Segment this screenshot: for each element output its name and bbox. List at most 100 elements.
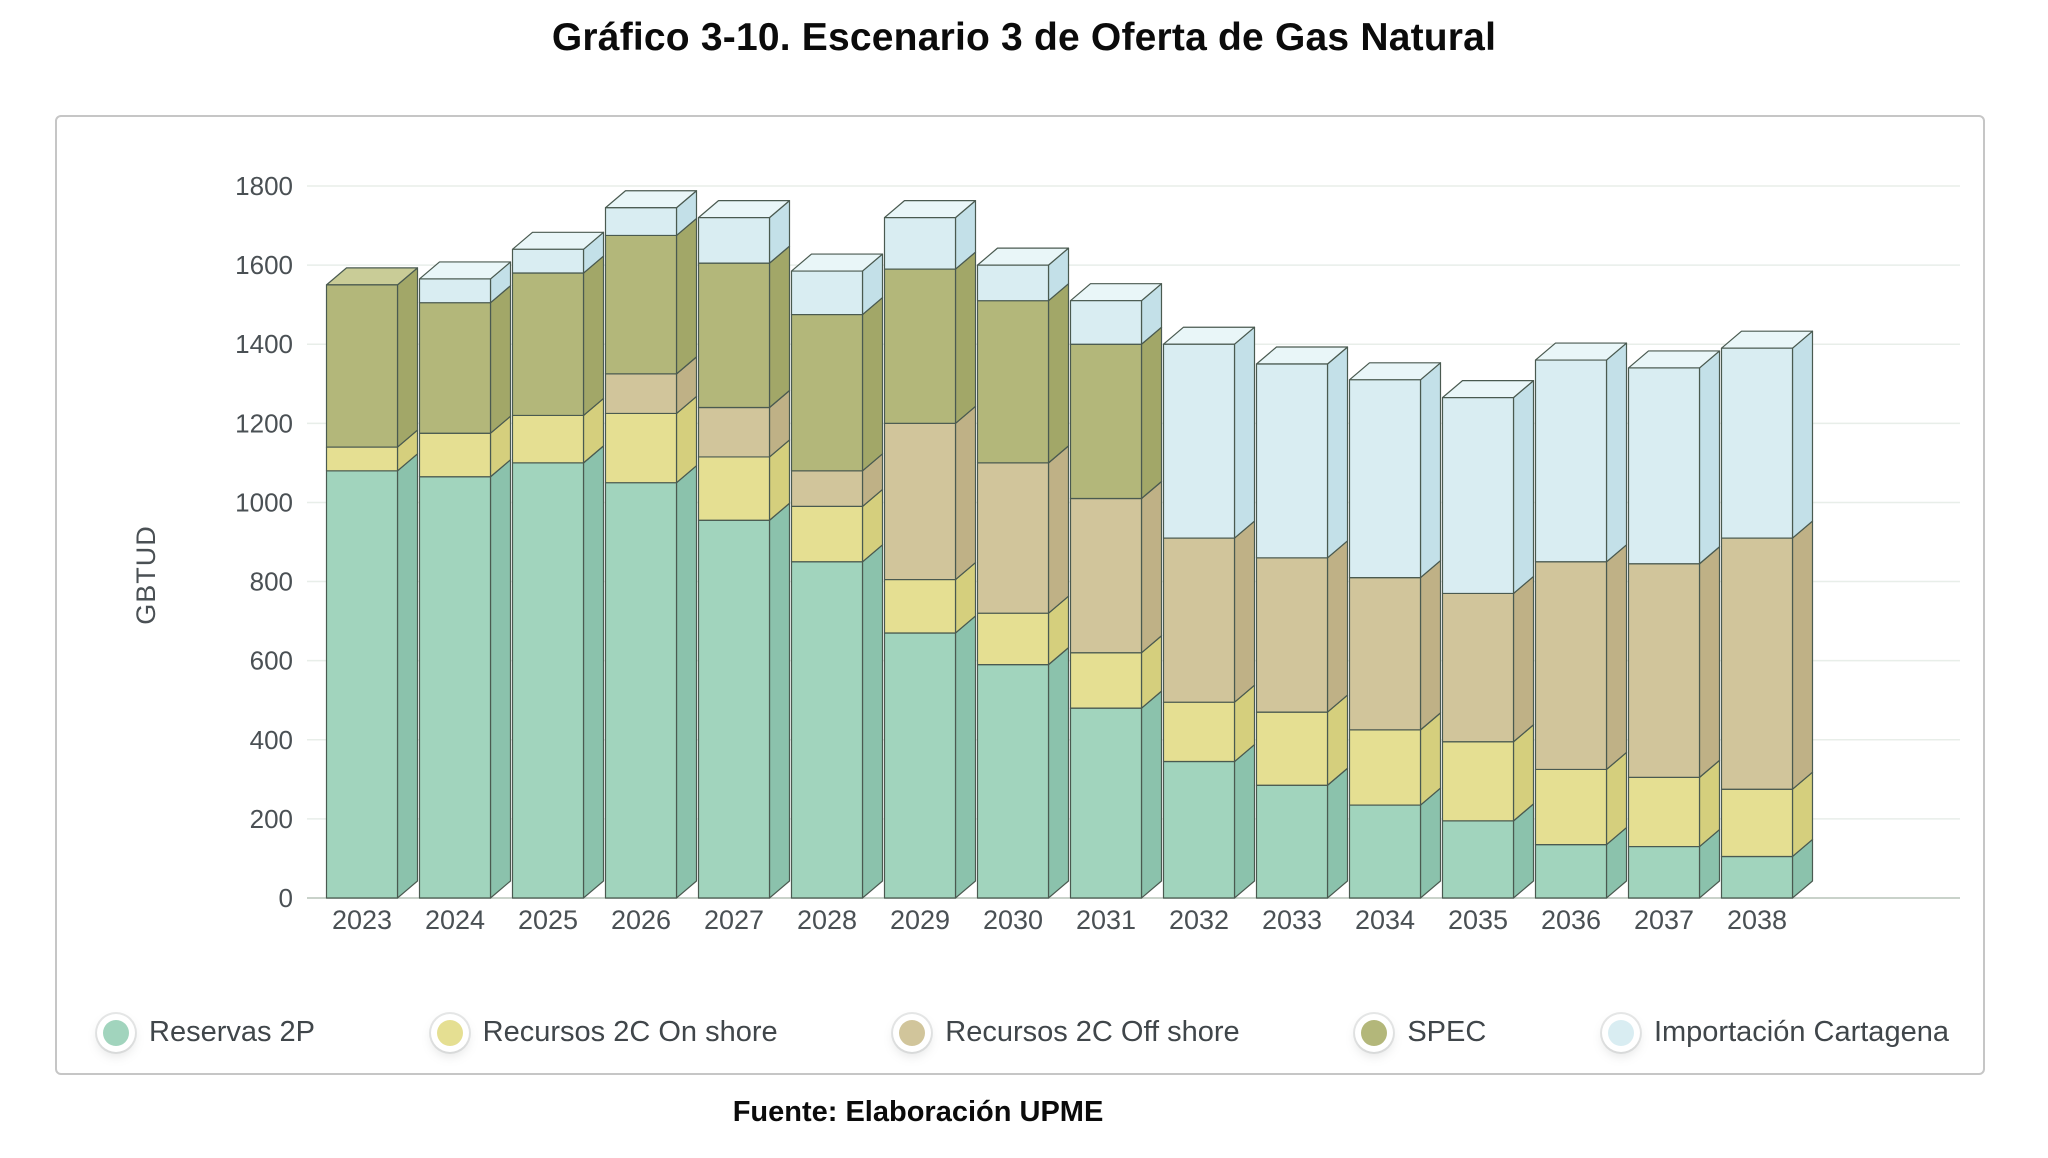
bar-segment-side	[582, 255, 605, 417]
bar-segment-side	[954, 251, 977, 424]
bar-segment-side	[1512, 380, 1535, 595]
bar-segment-side	[1233, 520, 1256, 703]
bar-2028	[790, 253, 884, 899]
bar-segment-side	[1791, 520, 1814, 790]
bar-2038	[1720, 330, 1814, 899]
source-caption: Fuente: Elaboración UPME	[732, 1096, 1104, 1128]
bar-segment	[1441, 820, 1515, 899]
bar-segment	[697, 217, 771, 264]
bar-segment	[1534, 561, 1608, 771]
bar-segment	[1441, 397, 1515, 595]
bar-2026	[604, 190, 698, 899]
x-tick-label: 2026	[611, 905, 671, 935]
bar-segment-side	[1047, 647, 1070, 899]
bar-segment-side	[1140, 480, 1163, 654]
bar-segment	[883, 268, 957, 424]
bar-segment	[790, 270, 864, 316]
bar-segment-side	[675, 217, 698, 375]
x-tick-label: 2027	[704, 905, 764, 935]
bar-segment	[604, 373, 678, 415]
bar-segment	[1255, 557, 1329, 713]
bar-segment	[1441, 592, 1515, 743]
bar-segment	[418, 476, 492, 899]
bar-2035	[1441, 380, 1535, 899]
bar-segment-side	[675, 465, 698, 899]
bar-segment	[1720, 788, 1794, 858]
y-tick-label: 1800	[235, 171, 293, 201]
bar-segment	[1255, 363, 1329, 559]
x-tick-label: 2033	[1262, 905, 1322, 935]
bar-segment	[1348, 729, 1422, 806]
chart-title: Gráfico 3-10. Escenario 3 de Oferta de G…	[551, 16, 1497, 59]
bar-segment	[697, 262, 771, 409]
y-tick-label: 800	[250, 567, 293, 597]
bar-segment-side	[1140, 326, 1163, 500]
x-tick-label: 2036	[1541, 905, 1601, 935]
bar-segment	[1162, 537, 1236, 703]
bar-segment	[511, 462, 585, 899]
bar-segment	[511, 272, 585, 417]
bar-segment-side	[1140, 690, 1163, 899]
bar-segment	[1627, 367, 1701, 565]
bar-segment	[1069, 343, 1143, 500]
bar-segment	[697, 456, 771, 521]
bar-2031	[1069, 283, 1163, 899]
y-tick-label: 1400	[235, 329, 293, 359]
legend-item-importaci-n-cartagena: Importación Cartagena	[1607, 1016, 1949, 1049]
bar-segment	[1627, 845, 1701, 899]
bar-2024	[418, 261, 512, 899]
bar-segment-side	[1698, 350, 1721, 565]
bar-segment-side	[1419, 787, 1442, 899]
bar-segment-side	[489, 459, 512, 899]
bar-segment	[418, 278, 492, 304]
bar-segment-side	[489, 285, 512, 434]
bar-segment	[790, 313, 864, 472]
bar-segment	[1348, 804, 1422, 899]
bar-segment	[697, 519, 771, 899]
chart-legend: Reservas 2P Recursos 2C On shore Recursos …	[57, 1016, 1983, 1049]
bar-segment-side	[954, 405, 977, 581]
bar-segment-side	[1698, 546, 1721, 778]
bar-segment	[883, 422, 957, 581]
bar-segment-side	[1047, 445, 1070, 614]
x-tick-label: 2028	[797, 905, 857, 935]
bar-segment	[511, 414, 585, 464]
bar-segment	[604, 207, 678, 237]
bar-segment-side	[1419, 560, 1442, 731]
legend-swatch-recursos-2c-off-shore-icon	[899, 1019, 926, 1046]
bar-2029	[883, 200, 977, 899]
y-axis-title: GBTUD	[131, 525, 161, 625]
bar-segment	[1162, 343, 1236, 539]
bar-segment	[1720, 347, 1794, 539]
bar-2037	[1627, 350, 1721, 899]
legend-swatch-reservas-2p-icon	[103, 1019, 129, 1046]
x-tick-label: 2025	[518, 905, 578, 935]
legend-label: Recursos 2C On shore	[482, 1016, 778, 1048]
bar-segment	[1534, 768, 1608, 846]
bar-segment-side	[396, 267, 419, 448]
legend-swatch-importaci-n-cartagena-icon	[1607, 1019, 1634, 1046]
bar-segment-side	[954, 615, 977, 899]
x-tick-label: 2038	[1727, 905, 1787, 935]
bar-segment	[1627, 563, 1701, 778]
bar-segment	[1069, 300, 1143, 345]
bar-segment-side	[1326, 540, 1349, 713]
bar-segment	[1348, 379, 1422, 579]
y-tick-label: 1000	[235, 487, 293, 517]
y-tick-label: 1600	[235, 250, 293, 280]
bar-2033	[1255, 346, 1349, 899]
bar-segment	[1348, 577, 1422, 731]
bar-segment	[790, 505, 864, 563]
bar-segment-side	[1512, 575, 1535, 743]
y-axis-tick-labels: 0 200 400 600 800 1000 1200 1400 1600 1800	[235, 171, 293, 913]
bar-segment-side	[582, 445, 605, 899]
y-tick-label: 0	[279, 883, 293, 913]
x-tick-label: 2035	[1448, 905, 1508, 935]
bar-segment-side	[1047, 283, 1070, 464]
bar-2027	[697, 200, 791, 899]
bar-2023	[325, 267, 419, 899]
bar-segment-side	[861, 296, 884, 472]
x-tick-label: 2031	[1076, 905, 1136, 935]
bar-segment	[604, 412, 678, 484]
legend-label: SPEC	[1407, 1016, 1487, 1048]
